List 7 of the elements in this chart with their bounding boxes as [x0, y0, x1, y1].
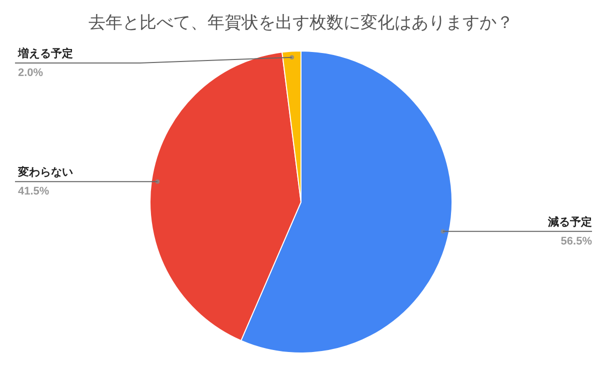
data-label: 41.5% [18, 186, 50, 198]
slice-label: 変わらない [17, 166, 73, 179]
data-label: 56.5% [560, 235, 592, 248]
slice-label: 増える予定 [17, 47, 73, 60]
slice-label: 減る予定 [547, 215, 592, 228]
chart-title: 去年と比べて、年賀状を出す枚数に変化はありますか？ [88, 13, 514, 32]
data-label: 2.0% [18, 67, 44, 79]
